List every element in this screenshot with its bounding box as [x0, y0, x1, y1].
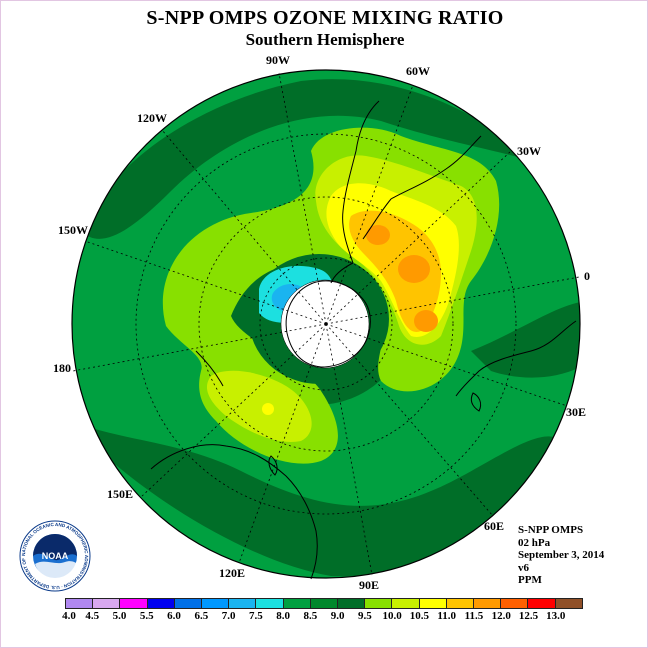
colorbar-tick-label: 13.0: [546, 610, 566, 622]
lon-label-90w: 90W: [266, 53, 290, 67]
noaa-logo: NATIONAL OCEANIC AND ATMOSPHERIC ADMINIS…: [19, 520, 91, 592]
colorbar-tick-label: 4.5: [85, 610, 100, 622]
colorbar-segment: [147, 599, 175, 608]
info-version: v6: [518, 561, 529, 574]
colorbar-segment: [120, 599, 148, 608]
orange-core-1: [366, 225, 390, 245]
colorbar-tick-label: 7.5: [248, 610, 263, 622]
colorbar-segment: [501, 599, 529, 608]
light-yellow-green-south: [206, 370, 312, 442]
dark-green-east-region: [471, 301, 580, 378]
coast-new-zealand: [195, 350, 224, 387]
yellow-spot-south: [262, 403, 274, 415]
colorbar-segment: [202, 599, 230, 608]
colorbar-segment: [446, 599, 475, 608]
colorbar-segment: [474, 599, 502, 608]
lon-label-120w: 120W: [137, 111, 167, 125]
coastlines: [150, 100, 577, 580]
coast-tasmania: [268, 455, 278, 476]
lon-label-90e: 90E: [359, 578, 380, 592]
colorbar-tick-label: 10.0: [382, 610, 402, 622]
colorbar-tick-label: 8.0: [276, 610, 290, 622]
colorbar-segment: [555, 599, 582, 608]
figure-subtitle: Southern Hemisphere: [245, 30, 405, 49]
colorbar-segment: [365, 599, 393, 608]
colorbar-segment: [229, 599, 257, 608]
info-block: S-NPP OMPS 02 hPa September 3, 2014 v6 P…: [518, 524, 604, 587]
orange-core-2: [398, 255, 430, 283]
info-instrument: S-NPP OMPS: [518, 524, 584, 536]
colorbar-tick-label: 12.0: [491, 610, 511, 622]
noaa-logo-text: NOAA: [42, 551, 69, 561]
colorbar-tick-label: 11.5: [464, 610, 484, 622]
colorbar-segment: [256, 599, 284, 608]
lon-label-180: 180: [53, 361, 71, 375]
coast-australia: [150, 444, 318, 580]
orange-core-3: [414, 310, 438, 332]
info-date: September 3, 2014: [518, 549, 605, 561]
colorbar-segment: [93, 599, 121, 608]
lon-label-120e: 120E: [219, 566, 246, 580]
coast-antarctic-peninsula: [330, 262, 354, 284]
colorbar-segment: [528, 599, 556, 608]
colorbar-tick-label: 5.5: [139, 610, 154, 622]
lon-label-0: 0: [584, 269, 590, 283]
colorbar-segment: [338, 599, 366, 608]
coast-madagascar: [470, 392, 482, 412]
colorbar-tick-label: 9.0: [330, 610, 345, 622]
colorbar-segment: [66, 599, 94, 608]
colorbar-tick-label: 12.5: [518, 610, 539, 622]
lon-label-30e: 30E: [566, 405, 587, 419]
colorbar-segment: [419, 599, 447, 608]
map-boundary: [71, 69, 581, 579]
coast-south-america: [342, 100, 380, 264]
coast-antarctica: [285, 280, 371, 368]
colorbar-tick-label: 5.0: [112, 610, 127, 622]
lon-label-60e: 60E: [484, 519, 505, 533]
colorbar-tick-label: 11.0: [437, 610, 456, 622]
graticule: [72, 72, 580, 576]
lon-label-30w: 30W: [517, 144, 541, 158]
info-pressure-level: 02 hPa: [518, 536, 551, 549]
colorbar-tick-label: 8.5: [303, 610, 318, 622]
colorbar-tick-label: 4.0: [62, 610, 76, 622]
lon-label-150e: 150E: [107, 487, 134, 501]
info-units: PPM: [518, 574, 542, 586]
lon-label-150w: 150W: [58, 223, 88, 237]
dark-green-north-region: [81, 79, 531, 239]
colorbar-tick-label: 6.0: [167, 610, 181, 622]
lon-label-60w: 60W: [406, 64, 430, 78]
colorbar-segment: [174, 599, 203, 608]
colorbar-tick-label: 9.5: [358, 610, 372, 622]
colorbar-segment: [310, 599, 339, 608]
colorbar-tick-label: 10.5: [409, 610, 430, 622]
colorbar-segment: [392, 599, 420, 608]
coast-africa: [455, 320, 577, 397]
colorbar: [65, 598, 583, 609]
coast-south-america-east: [362, 135, 482, 240]
colorbar-tick-label: 6.5: [194, 610, 209, 622]
colorbar-tick-label: 7.0: [221, 610, 236, 622]
colorbar-segment: [283, 599, 311, 608]
figure-title: S-NPP OMPS OZONE MIXING RATIO: [146, 7, 504, 29]
